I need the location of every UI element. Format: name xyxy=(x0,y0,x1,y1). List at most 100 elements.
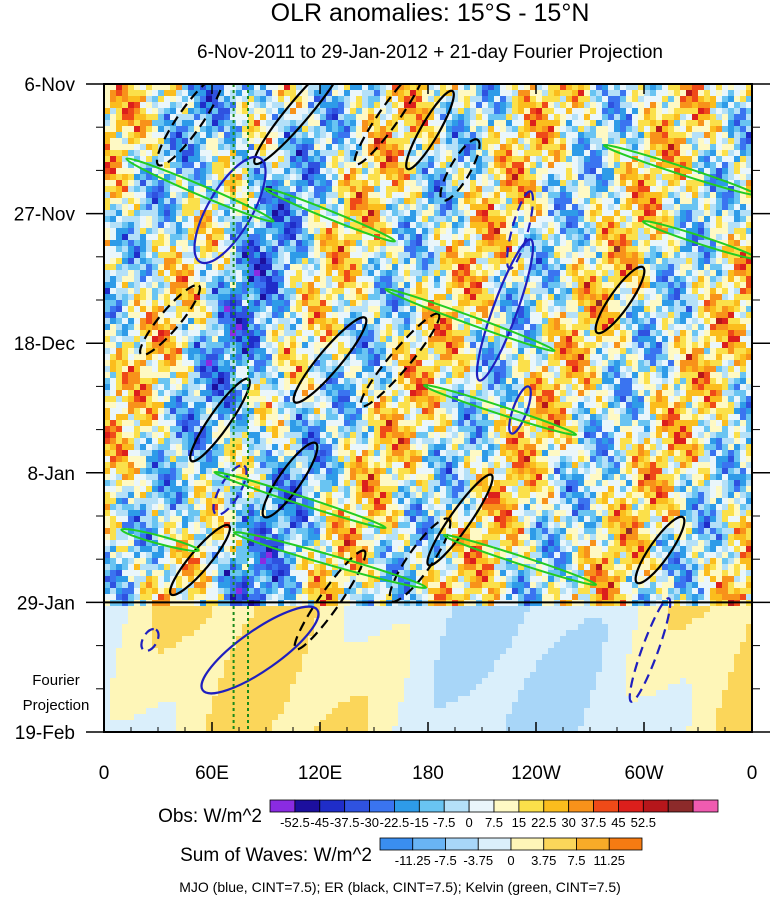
colorbar-level-label: -45 xyxy=(310,815,329,830)
mjo-contour xyxy=(505,190,535,270)
kelvin-contour xyxy=(422,383,578,437)
kelvin-contour xyxy=(264,187,396,243)
colorbar-swatch xyxy=(618,799,644,813)
x-tick-label: 180 xyxy=(412,763,444,784)
kelvin-contour xyxy=(384,287,556,353)
chart-subtitle: 6-Nov-2011 to 29-Jan-2012 + 21-day Fouri… xyxy=(197,42,663,63)
colorbar-level-label: 3.75 xyxy=(531,853,556,868)
colorbar-level-label: 30 xyxy=(561,815,575,830)
x-tick-label: 0 xyxy=(747,763,758,784)
colorbar-swatch xyxy=(493,799,520,813)
kelvin-contour xyxy=(125,157,275,223)
x-tick-label: 60E xyxy=(195,763,229,784)
colorbar-swatch xyxy=(344,799,370,813)
kelvin-contour xyxy=(120,527,200,553)
x-tick-label: 60W xyxy=(624,763,663,784)
er-contour xyxy=(439,138,481,202)
x-tick-label: 120W xyxy=(511,763,561,784)
colorbar-level-label: 52.5 xyxy=(631,815,656,830)
y-tick-label: 8-Jan xyxy=(27,464,75,485)
colorbar-swatch xyxy=(379,837,414,851)
colorbar-swatch xyxy=(369,799,395,813)
mjo-contour xyxy=(508,385,532,435)
er-contour xyxy=(261,441,319,519)
colorbar-swatch xyxy=(593,799,619,813)
kelvin-contour xyxy=(213,470,387,530)
colorbar-level-label: -7.5 xyxy=(433,815,455,830)
er-contour xyxy=(634,515,686,585)
er-contour xyxy=(405,89,455,171)
colorbar-level-label: 37.5 xyxy=(581,815,606,830)
kelvin-contour xyxy=(641,220,752,260)
colorbar-swatch xyxy=(543,837,577,851)
colorbar-swatch xyxy=(518,799,545,813)
colorbar-swatch xyxy=(319,799,346,813)
colorbar-swatch xyxy=(568,799,594,813)
colorbar-level-label: -15 xyxy=(410,815,429,830)
er-contour xyxy=(594,265,646,335)
colorbar-swatch xyxy=(543,799,570,813)
er-contour xyxy=(388,517,452,603)
er-contour xyxy=(155,84,225,167)
colorbar-level-label: -52.5 xyxy=(280,815,310,830)
colorbar-level-label: 7.5 xyxy=(485,815,503,830)
x-axis: 0 60E 120E 180 120W 60W 0 xyxy=(99,84,758,784)
mjo-contour xyxy=(475,238,535,382)
colorbar-level-label: 45 xyxy=(611,815,625,830)
kelvin-contour xyxy=(442,533,598,587)
kelvin-contour xyxy=(602,143,752,197)
colorbar-level-label: -7.5 xyxy=(434,853,456,868)
contour-note: MJO (blue, CINT=7.5); ER (black, CINT=7.… xyxy=(179,879,621,895)
colorbar-level-label: -37.5 xyxy=(330,815,360,830)
colorbar-swatch xyxy=(510,837,545,851)
colorbar-level-label: -11.25 xyxy=(395,853,431,868)
contour-layer xyxy=(104,84,752,732)
colorbar-swatch xyxy=(418,799,445,813)
y-axis: 6-Nov 27-Nov 18-Dec 8-Jan 29-Jan 19-Feb xyxy=(14,75,770,744)
y-tick-label: 6-Nov xyxy=(24,75,75,96)
colorbar-level-label: -30 xyxy=(360,815,379,830)
colorbar-swatch xyxy=(477,837,512,851)
y-tick-label: 27-Nov xyxy=(14,205,76,226)
mjo-contour xyxy=(140,627,160,653)
colorbar-swatch xyxy=(294,799,321,813)
colorbar-level-label: -3.75 xyxy=(463,853,493,868)
colorbar-level-label: 22.5 xyxy=(531,815,556,830)
colorbar-swatch xyxy=(642,799,669,813)
er-contour xyxy=(138,283,202,357)
er-contour xyxy=(168,523,232,597)
colorbar-level-label: 11.25 xyxy=(593,853,625,868)
colorbar-swatch xyxy=(269,799,296,813)
colorbar-level-label: 7.5 xyxy=(567,853,585,868)
colorbar-level-label: 0 xyxy=(507,853,514,868)
colorbar-swatch xyxy=(667,799,694,813)
mjo-contour xyxy=(200,605,320,695)
colorbar-swatch xyxy=(692,799,719,813)
colorbar-swatch xyxy=(576,837,610,851)
er-contour xyxy=(293,549,367,651)
mjo-contour xyxy=(628,597,672,703)
projection-label-line1: Fourier xyxy=(32,672,80,689)
colorbar-swatch xyxy=(412,837,446,851)
colorbar-swatch xyxy=(608,837,643,851)
obs-colorbar: -52.5 -45 -37.5 -30 -22.5 -15 -7.5 0 7.5 15 22.5 30… xyxy=(269,799,719,830)
colorbar-swatch xyxy=(443,799,470,813)
mjo-contour xyxy=(212,464,248,516)
y-tick-label: 19-Feb xyxy=(15,723,75,744)
projection-label-line2: Projection xyxy=(23,697,90,714)
obs-legend-label: Obs: W/m^2 xyxy=(158,806,262,827)
y-tick-label: 18-Dec xyxy=(14,334,75,355)
er-contour xyxy=(292,316,368,404)
er-contour xyxy=(253,84,347,166)
colorbar-swatch xyxy=(445,837,479,851)
colorbar-swatch xyxy=(468,799,495,813)
chart-title: OLR anomalies: 15°S - 15°N xyxy=(271,0,590,27)
kelvin-contour xyxy=(232,531,428,589)
er-contour xyxy=(359,312,441,408)
colorbar-level-label: -22.5 xyxy=(380,815,410,830)
x-tick-label: 120E xyxy=(298,763,342,784)
colorbar-level-label: 0 xyxy=(465,815,472,830)
waves-legend-label: Sum of Waves: W/m^2 xyxy=(180,845,372,866)
colorbar-level-label: 15 xyxy=(512,815,526,830)
